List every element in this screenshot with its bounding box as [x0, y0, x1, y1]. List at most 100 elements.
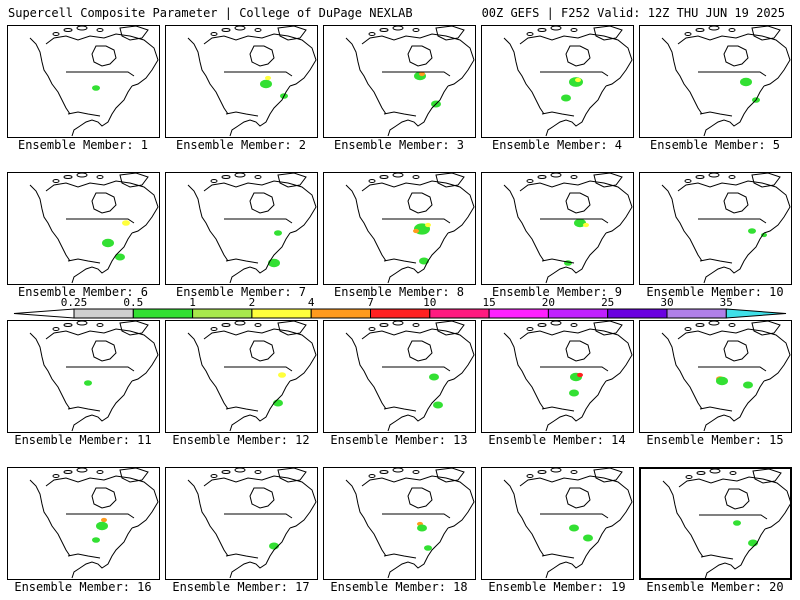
- island-outline: [392, 321, 404, 326]
- ensemble-member-map[interactable]: [639, 172, 792, 285]
- map-outline: [387, 527, 449, 579]
- map-outline: [435, 26, 465, 41]
- island-outline: [96, 28, 104, 32]
- island-outline: [729, 471, 737, 475]
- ensemble-member-map[interactable]: [323, 467, 476, 580]
- scp-contour-patch: [115, 253, 125, 261]
- island-outline: [684, 327, 692, 331]
- island-outline: [537, 175, 547, 179]
- scp-contour-patch: [583, 534, 593, 542]
- island-outline: [379, 175, 389, 179]
- ensemble-member-label: Ensemble Member: 14: [488, 433, 626, 447]
- ensemble-member-map[interactable]: [639, 320, 792, 433]
- ensemble-member-map[interactable]: [481, 172, 634, 285]
- map-outline: [435, 321, 465, 336]
- ensemble-member-map[interactable]: [165, 320, 318, 433]
- ensemble-member-map[interactable]: [481, 467, 634, 580]
- map-outline: [387, 85, 449, 137]
- colorbar-tick-label: 7: [367, 296, 374, 309]
- colorbar-segment: [429, 308, 490, 319]
- island-outline: [221, 28, 231, 32]
- island-outline: [526, 327, 534, 331]
- map-outline: [541, 553, 575, 559]
- map-outline: [540, 513, 609, 519]
- colorbar-segment: [666, 308, 727, 319]
- map-canvas: [345, 173, 475, 284]
- ensemble-member-map[interactable]: [323, 320, 476, 433]
- map-outline: [119, 321, 149, 336]
- map-outline: [435, 173, 465, 188]
- island-outline: [221, 175, 231, 179]
- island-outline: [412, 175, 420, 179]
- scp-contour-patch: [424, 545, 432, 551]
- ensemble-member-map[interactable]: [7, 172, 160, 285]
- map-outline: [703, 232, 765, 284]
- map-canvas: [187, 26, 317, 137]
- ensemble-member-label: Ensemble Member: 7: [175, 285, 307, 299]
- map-outline: [503, 479, 545, 557]
- map-outline: [382, 218, 451, 224]
- ensemble-member-map[interactable]: [7, 320, 160, 433]
- scp-contour-patch: [419, 71, 425, 77]
- island-outline: [526, 179, 534, 183]
- scp-contour-patch: [433, 401, 443, 409]
- ensemble-member-label: Ensemble Member: 20: [646, 580, 784, 594]
- colorbar-tick-label: 25: [601, 296, 614, 309]
- island-outline: [368, 179, 376, 183]
- island-outline: [96, 323, 104, 327]
- map-outline: [203, 475, 317, 529]
- map-canvas: [187, 321, 317, 432]
- color-scale-legend: 0.25 0.5 1 2 4 7 10 15 20 25 30 35: [13, 296, 787, 319]
- map-outline: [541, 258, 575, 264]
- map-outline: [593, 468, 623, 483]
- map-outline: [593, 321, 623, 336]
- scp-contour-patch: [268, 258, 280, 268]
- island-outline: [526, 32, 534, 36]
- map-outline: [503, 37, 545, 115]
- island-outline: [96, 470, 104, 474]
- map-outline: [67, 111, 101, 117]
- map-outline: [383, 111, 417, 117]
- ensemble-member-label: Ensemble Member: 4: [491, 138, 623, 152]
- colorbar-tick-label: 10: [423, 296, 436, 309]
- map-canvas: [345, 321, 475, 432]
- island-outline: [709, 469, 721, 474]
- island-outline: [728, 323, 736, 327]
- ensemble-member-map[interactable]: [7, 25, 160, 138]
- ensemble-member-map[interactable]: [165, 172, 318, 285]
- ensemble-member-map[interactable]: [639, 25, 792, 138]
- map-outline: [224, 366, 293, 372]
- colorbar-tick-label: 35: [720, 296, 733, 309]
- island-outline: [96, 175, 104, 179]
- map-outline: [503, 184, 545, 262]
- ensemble-member-map[interactable]: [481, 25, 634, 138]
- map-outline: [723, 192, 749, 214]
- ensemble-member-map[interactable]: [323, 172, 476, 285]
- ensemble-member-map[interactable]: [639, 467, 792, 580]
- map-outline: [699, 514, 768, 520]
- colorbar-tick-label: 1: [189, 296, 196, 309]
- map-outline: [698, 366, 767, 372]
- ensemble-member-label: Ensemble Member: 18: [330, 580, 468, 594]
- island-outline: [708, 173, 720, 178]
- ensemble-member-map[interactable]: [165, 25, 318, 138]
- map-outline: [119, 173, 149, 188]
- ensemble-member-map[interactable]: [7, 467, 160, 580]
- map-outline: [249, 192, 275, 214]
- ensemble-member-label: Ensemble Member: 17: [172, 580, 310, 594]
- map-outline: [71, 380, 133, 432]
- ensemble-member-map[interactable]: [323, 25, 476, 138]
- map-outline: [67, 258, 101, 264]
- ensemble-member-map[interactable]: [481, 320, 634, 433]
- ensemble-member-label: Ensemble Member: 10: [646, 285, 784, 299]
- island-outline: [550, 173, 562, 178]
- island-outline: [210, 474, 218, 478]
- ensemble-member-map[interactable]: [165, 467, 318, 580]
- map-canvas: [503, 173, 633, 284]
- map-outline: [703, 380, 765, 432]
- map-outline: [545, 527, 607, 579]
- island-outline: [684, 32, 692, 36]
- island-outline: [708, 26, 720, 31]
- map-outline: [361, 475, 475, 529]
- map-outline: [277, 26, 307, 41]
